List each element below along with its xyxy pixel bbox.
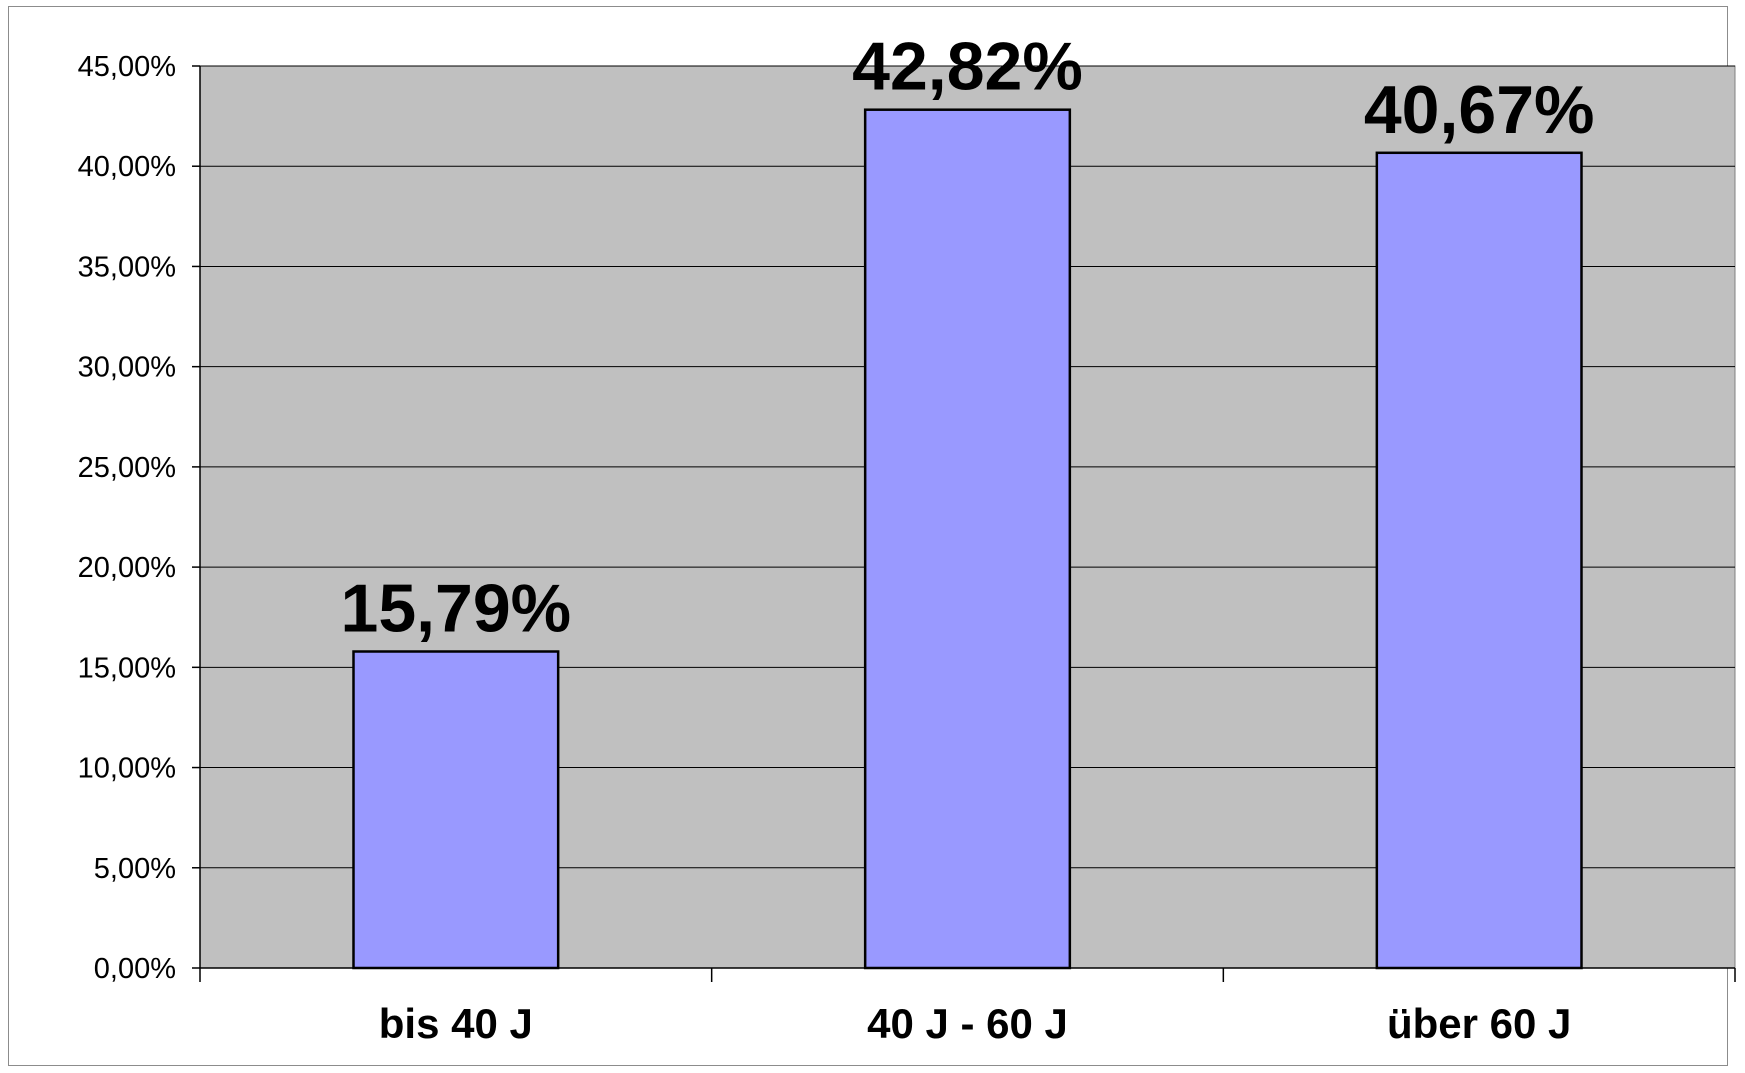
y-tick-label: 0,00%	[94, 953, 176, 985]
data-label: 15,79%	[341, 570, 572, 646]
x-category-label: über 60 J	[1387, 1000, 1571, 1047]
y-tick-label: 40,00%	[78, 151, 176, 183]
x-category-label: bis 40 J	[379, 1000, 533, 1047]
y-tick-label: 25,00%	[78, 452, 176, 484]
y-tick-label: 45,00%	[78, 51, 176, 83]
bar-0	[352, 650, 560, 970]
y-tick-label: 10,00%	[78, 753, 176, 785]
x-category-label: 40 J - 60 J	[867, 1000, 1068, 1047]
data-label: 42,82%	[852, 29, 1083, 105]
y-tick-label: 35,00%	[78, 251, 176, 283]
bar-2	[1375, 151, 1583, 970]
y-tick-label: 15,00%	[78, 652, 176, 684]
data-label: 40,67%	[1364, 72, 1595, 148]
y-tick-label: 20,00%	[78, 552, 176, 584]
bar-1	[863, 108, 1072, 970]
y-tick-label: 30,00%	[78, 352, 176, 384]
y-tick-label: 5,00%	[94, 853, 176, 885]
